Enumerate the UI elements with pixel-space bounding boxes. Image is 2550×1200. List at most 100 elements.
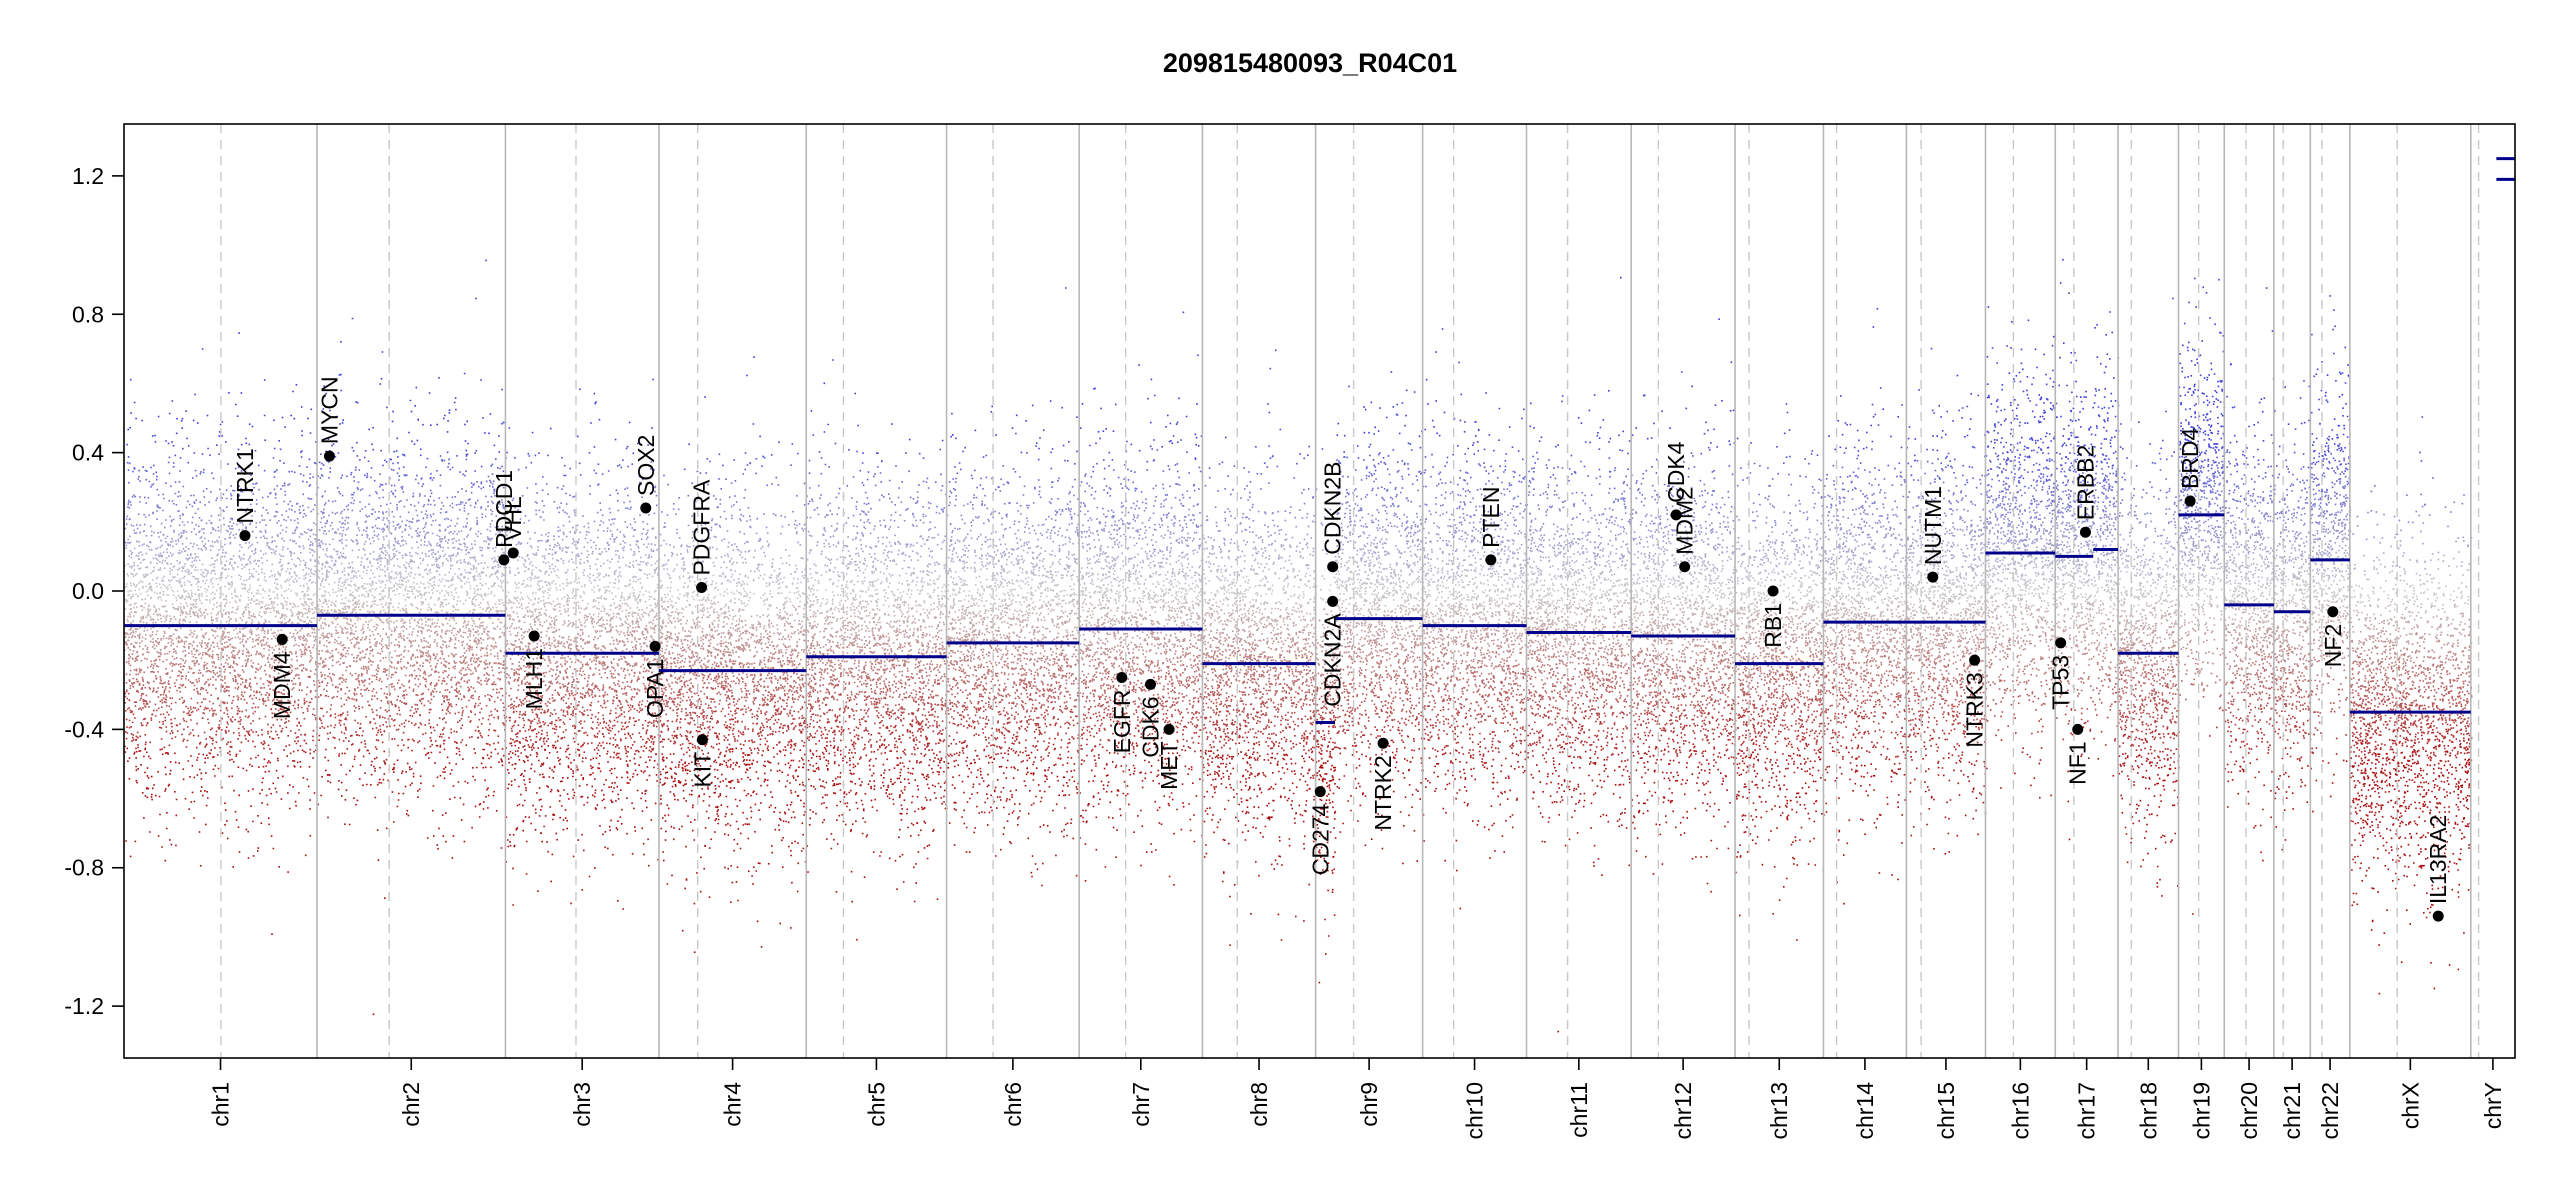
x-tick-label: chr20 bbox=[2236, 1082, 2262, 1140]
probe-dot-group bbox=[136, 650, 2464, 654]
probe-dot-group bbox=[138, 637, 2438, 640]
probe-dot-group bbox=[132, 733, 2465, 736]
probe-dot-group bbox=[132, 470, 2343, 474]
probe-dot-group bbox=[152, 472, 2345, 476]
x-tick-label: chr8 bbox=[1246, 1082, 1272, 1127]
probe-dot-group bbox=[132, 736, 2446, 739]
probe-dot-group bbox=[134, 494, 2345, 498]
probe-dot-group bbox=[174, 453, 2327, 457]
probe-dot-group bbox=[129, 589, 2415, 592]
y-tick-label: -1.2 bbox=[64, 993, 104, 1019]
probe-dot-group bbox=[298, 464, 2288, 468]
gene-marker bbox=[696, 582, 708, 594]
probe-dot-group bbox=[142, 617, 2449, 620]
probe-dot-group bbox=[142, 647, 2392, 651]
probe-dot-group bbox=[127, 594, 2452, 597]
probe-dot-group bbox=[145, 740, 2454, 744]
probe-dot-group bbox=[126, 731, 2458, 734]
probe-dot-group bbox=[132, 657, 2450, 661]
probe-dot-group bbox=[192, 477, 2434, 480]
probe-dot-group bbox=[129, 534, 2339, 538]
probe-dot-group bbox=[125, 633, 2463, 636]
gene-marker bbox=[528, 630, 540, 642]
probe-dot-group bbox=[140, 605, 2459, 608]
probe-dot-group bbox=[202, 753, 2447, 756]
probe-dot-group bbox=[134, 627, 2458, 631]
probe-dot-group bbox=[152, 511, 2369, 515]
x-tick-label: chr21 bbox=[2279, 1082, 2305, 1140]
x-tick-label: chrY bbox=[2480, 1082, 2506, 1129]
gene-marker bbox=[640, 502, 652, 514]
probe-dot-group bbox=[199, 593, 2296, 596]
probe-dot-group bbox=[127, 624, 2450, 627]
probe-dot-group bbox=[132, 677, 2460, 680]
probe-dot-group bbox=[150, 596, 2470, 599]
probe-dot-group bbox=[132, 619, 2429, 623]
probe-points bbox=[124, 258, 2473, 1033]
probe-dot-group bbox=[131, 739, 2465, 743]
y-tick-label: 0.8 bbox=[72, 301, 104, 327]
gene-label: CDK6 bbox=[1137, 696, 1163, 757]
probe-dot-group bbox=[157, 696, 2460, 699]
probe-dot-group bbox=[130, 523, 2379, 527]
gene-label: KIT bbox=[689, 752, 715, 788]
probe-dot-group bbox=[138, 567, 2440, 570]
probe-dot-group bbox=[171, 729, 2467, 733]
probe-dot-group bbox=[127, 455, 2350, 459]
probe-dot-group bbox=[129, 711, 2447, 715]
probe-dot-group bbox=[131, 495, 2348, 499]
y-tick-label: 0.4 bbox=[72, 440, 104, 466]
gene-label: MYCN bbox=[316, 376, 342, 444]
probe-dot-group bbox=[150, 571, 2392, 575]
probe-dot-group bbox=[125, 543, 2469, 547]
probe-dot-group bbox=[124, 730, 2448, 734]
gene-marker bbox=[2079, 526, 2091, 538]
probe-dot-group bbox=[128, 628, 2464, 632]
probe-dot-group bbox=[126, 617, 2471, 621]
probe-dot-group bbox=[129, 679, 2467, 682]
probe-dot-group bbox=[141, 553, 2445, 557]
probe-dot-group bbox=[125, 599, 2455, 603]
probe-dot-group bbox=[137, 512, 2349, 516]
gene-label: RB1 bbox=[1760, 603, 1786, 648]
gene-marker bbox=[2184, 495, 2196, 507]
probe-dot-group bbox=[203, 468, 2349, 471]
probe-dot-group bbox=[130, 732, 2470, 736]
probe-dot-group bbox=[155, 471, 2337, 475]
probe-dot-group bbox=[148, 548, 2334, 551]
probe-dot-group bbox=[149, 560, 2463, 564]
gene-label: PDGFRA bbox=[689, 479, 715, 576]
probe-dot-group bbox=[125, 718, 2466, 721]
segments bbox=[124, 157, 2515, 724]
probe-dot-group bbox=[183, 728, 2463, 731]
probe-dot-group bbox=[146, 666, 2445, 669]
probe-dot-group bbox=[129, 517, 2337, 520]
x-tick-label: chr19 bbox=[2188, 1082, 2214, 1140]
gene-label: MLH1 bbox=[521, 648, 547, 709]
probe-dot-group bbox=[137, 557, 2455, 560]
probe-dot-group bbox=[125, 636, 2422, 639]
probe-dot-group bbox=[128, 653, 2456, 656]
probe-dot-group bbox=[131, 720, 2464, 724]
x-tick-label: chr11 bbox=[1566, 1082, 1592, 1138]
gene-marker bbox=[1327, 561, 1339, 573]
gene-marker bbox=[498, 554, 510, 566]
probe-dot-group bbox=[196, 759, 2473, 762]
chart-title: 209815480093_R04C01 bbox=[1163, 48, 1457, 78]
probe-dot-group bbox=[134, 705, 2463, 708]
gene-marker bbox=[1679, 561, 1691, 573]
probe-dot-group bbox=[191, 521, 2425, 525]
probe-dot-group bbox=[144, 516, 2298, 519]
probe-dot-group bbox=[140, 550, 2460, 554]
probe-dot-group bbox=[132, 713, 2459, 716]
gene-marker bbox=[507, 547, 519, 559]
gene-label: BRD4 bbox=[2177, 427, 2203, 489]
probe-dot-group bbox=[254, 449, 2342, 452]
probe-dot-group bbox=[154, 675, 2471, 678]
probe-dot-group bbox=[140, 708, 2444, 711]
probe-dot-group bbox=[125, 584, 2467, 588]
gene-label: PDCD1 bbox=[491, 470, 517, 548]
probe-dot-group bbox=[236, 498, 2329, 501]
probe-dot-group bbox=[153, 569, 2471, 572]
